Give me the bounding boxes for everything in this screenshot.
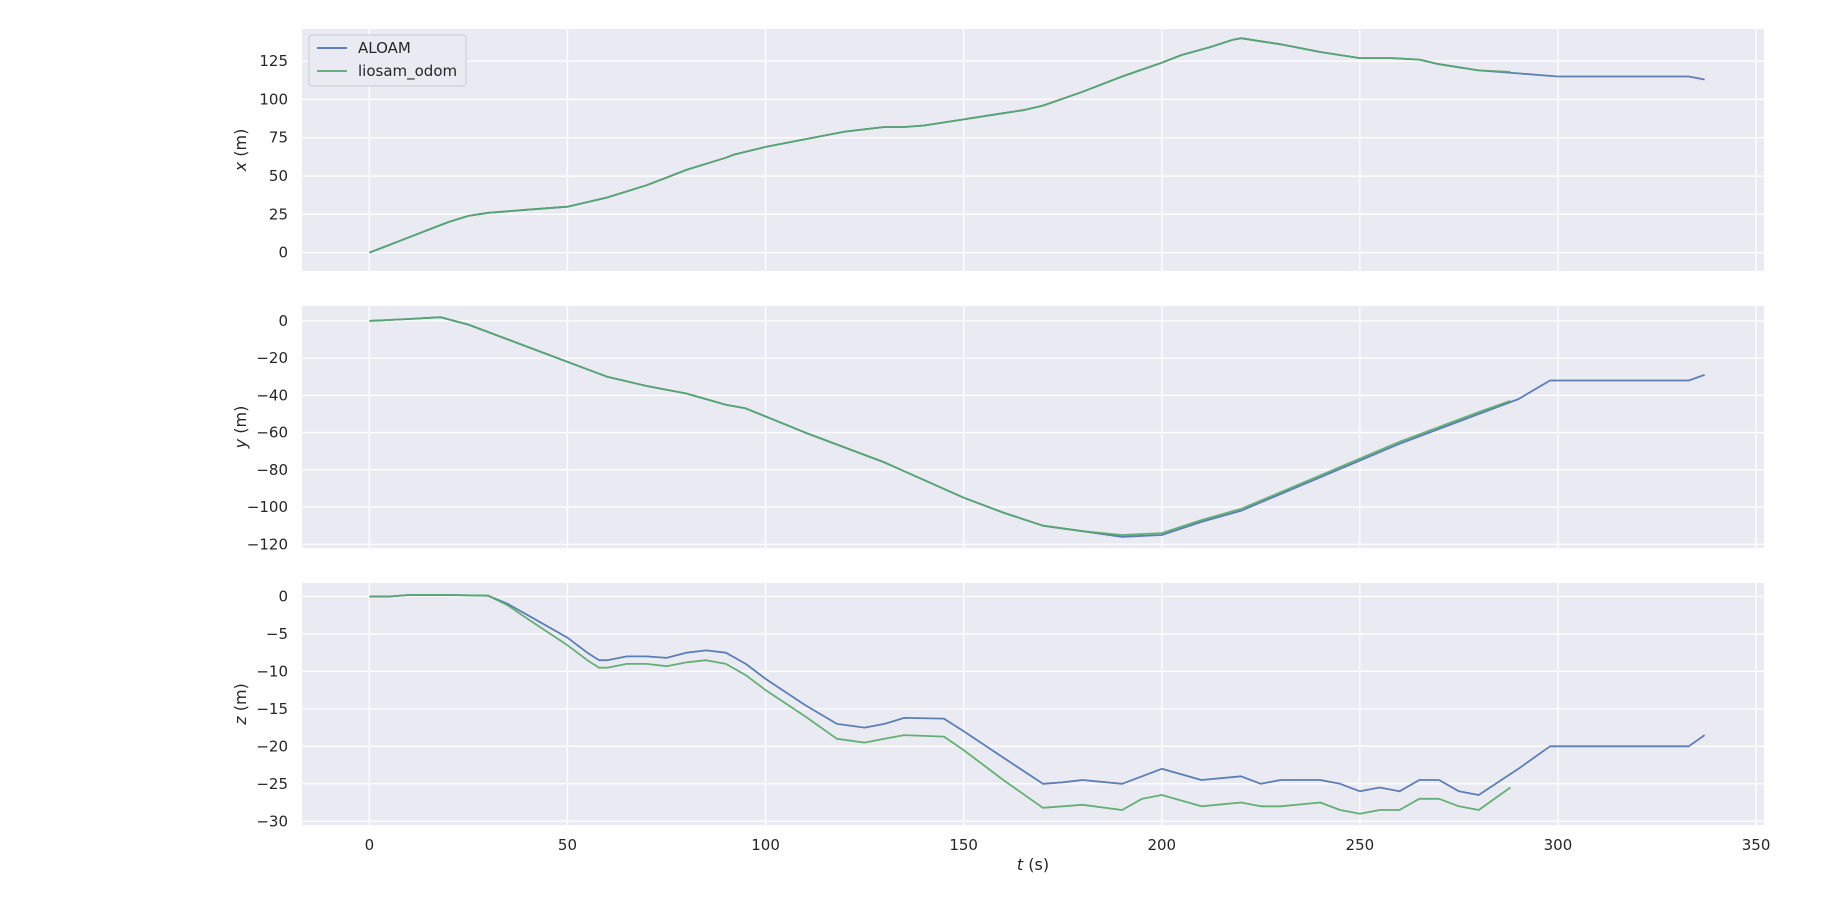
subplot-x: 0 25 50 75 100 125 x (m) (231, 29, 1764, 271)
y-axis-label: z (m) (231, 683, 250, 726)
y-tick-label: −15 (256, 700, 288, 718)
y-tick-label: −80 (256, 461, 288, 479)
x-tick-label: 150 (949, 836, 978, 854)
plot-background (302, 306, 1764, 548)
x-tick-label: 200 (1147, 836, 1176, 854)
legend-label-liosam: liosam_odom (358, 62, 457, 81)
y-tick-label: 0 (278, 244, 288, 262)
y-tick-label: −60 (256, 424, 288, 442)
y-tick-label: 25 (269, 205, 288, 223)
x-tick-label: 350 (1742, 836, 1771, 854)
x-axis-label: t (s) (1017, 855, 1049, 874)
y-tick-label: −20 (256, 349, 288, 367)
legend-label-aloam: ALOAM (358, 39, 411, 57)
x-axis: 0 50 100 150 200 250 300 350 (365, 836, 1771, 854)
x-tick-label: 50 (558, 836, 577, 854)
series-line-aloam (369, 594, 1706, 796)
legend-box (308, 34, 467, 87)
x-tick-label: 250 (1346, 836, 1375, 854)
x-tick-label: 100 (751, 836, 780, 854)
y-axis-label: y (m) (231, 406, 250, 450)
y-tick-label: 0 (278, 312, 288, 330)
plot-background (302, 29, 1764, 271)
series-line-liosam-odom (369, 316, 1511, 536)
y-tick-label: 0 (278, 587, 288, 605)
y-tick-label: −120 (247, 535, 288, 553)
y-tick-label: 100 (259, 90, 288, 108)
y-tick-label: −100 (247, 498, 288, 516)
y-tick-label: −25 (256, 775, 288, 793)
y-tick-label: 75 (269, 129, 288, 147)
y-tick-label: −30 (256, 812, 288, 830)
y-tick-label: −20 (256, 737, 288, 755)
subplot-y: 0 −20 −40 −60 −80 −100 −120 y (m) (231, 306, 1764, 553)
y-tick-label: 50 (269, 167, 288, 185)
x-tick-label: 300 (1544, 836, 1573, 854)
y-tick-label: 125 (259, 52, 288, 70)
y-tick-label: −10 (256, 662, 288, 680)
y-axis-label: x (m) (231, 129, 250, 173)
series-line-liosam-odom (369, 37, 1511, 254)
x-tick-label: 0 (365, 836, 375, 854)
series-line-liosam-odom (369, 594, 1511, 815)
legend: ALOAM liosam_odom (308, 34, 467, 87)
y-tick-label: −40 (256, 386, 288, 404)
y-tick-label: −5 (266, 625, 288, 643)
subplot-z: 0 −5 −10 −15 −20 −25 −30 z (m) (231, 583, 1764, 830)
plot-background (302, 583, 1764, 825)
